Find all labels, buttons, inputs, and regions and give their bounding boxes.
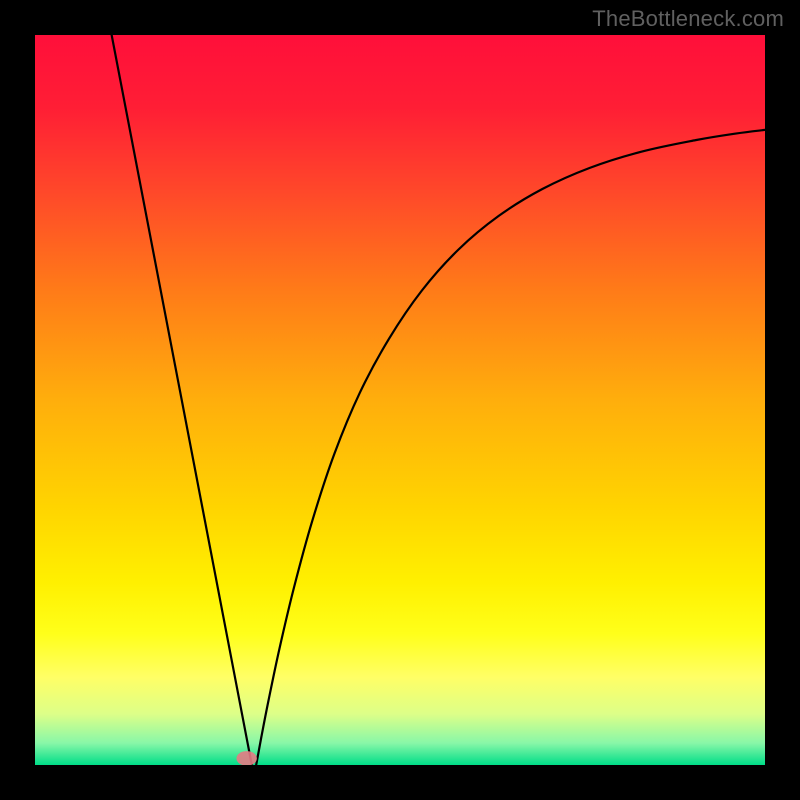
chart-frame: TheBottleneck.com	[0, 0, 800, 800]
plot-background	[35, 35, 765, 765]
attribution-text: TheBottleneck.com	[592, 6, 784, 32]
bottleneck-plot	[35, 35, 765, 765]
